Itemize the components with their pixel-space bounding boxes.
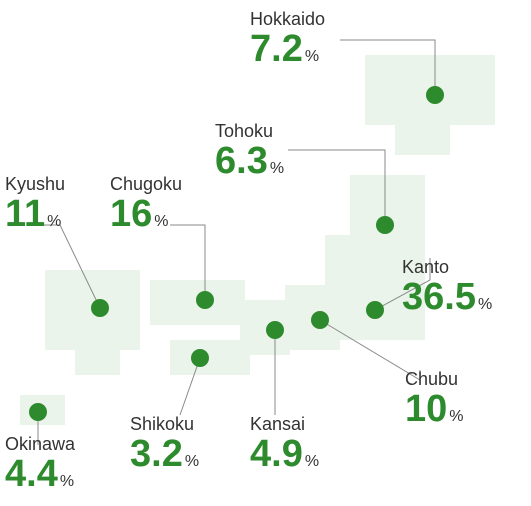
- label-kanto: Kanto 36.5 %: [402, 258, 492, 316]
- label-chugoku: Chugoku 16 %: [110, 175, 182, 233]
- label-kyushu: Kyushu 11 %: [5, 175, 65, 233]
- region-value: 10: [405, 390, 447, 428]
- label-shikoku: Shikoku 3.2 %: [130, 415, 199, 473]
- region-name: Hokkaido: [250, 10, 325, 30]
- region-name: Chubu: [405, 370, 464, 390]
- region-value: 4.4: [5, 455, 58, 493]
- dot-kanto: [366, 301, 384, 319]
- dot-chubu: [311, 311, 329, 329]
- region-unit: %: [270, 160, 284, 178]
- region-unit: %: [185, 453, 199, 471]
- region-value: 36.5: [402, 278, 476, 316]
- dot-shikoku: [191, 349, 209, 367]
- dot-okinawa: [29, 403, 47, 421]
- region-value: 16: [110, 195, 152, 233]
- label-kansai: Kansai 4.9 %: [250, 415, 319, 473]
- region-name: Kansai: [250, 415, 319, 435]
- region-value: 11: [5, 195, 45, 233]
- region-value: 3.2: [130, 435, 183, 473]
- region-value: 4.9: [250, 435, 303, 473]
- region-unit: %: [60, 473, 74, 491]
- dot-hokkaido: [426, 86, 444, 104]
- dot-kyushu: [91, 299, 109, 317]
- region-unit: %: [154, 213, 168, 231]
- region-name: Tohoku: [215, 122, 284, 142]
- label-okinawa: Okinawa 4.4 %: [5, 435, 75, 493]
- region-unit: %: [478, 296, 492, 314]
- region-unit: %: [305, 453, 319, 471]
- region-name: Kyushu: [5, 175, 65, 195]
- region-name: Chugoku: [110, 175, 182, 195]
- region-value: 6.3: [215, 142, 268, 180]
- region-name: Okinawa: [5, 435, 75, 455]
- label-tohoku: Tohoku 6.3 %: [215, 122, 284, 180]
- region-name: Kanto: [402, 258, 492, 278]
- region-unit: %: [47, 213, 61, 231]
- dot-kansai: [266, 321, 284, 339]
- dot-chugoku: [196, 291, 214, 309]
- label-chubu: Chubu 10 %: [405, 370, 464, 428]
- label-hokkaido: Hokkaido 7.2 %: [250, 10, 325, 68]
- region-value: 7.2: [250, 30, 303, 68]
- region-unit: %: [305, 48, 319, 66]
- region-name: Shikoku: [130, 415, 199, 435]
- region-unit: %: [449, 408, 463, 426]
- dot-tohoku: [376, 216, 394, 234]
